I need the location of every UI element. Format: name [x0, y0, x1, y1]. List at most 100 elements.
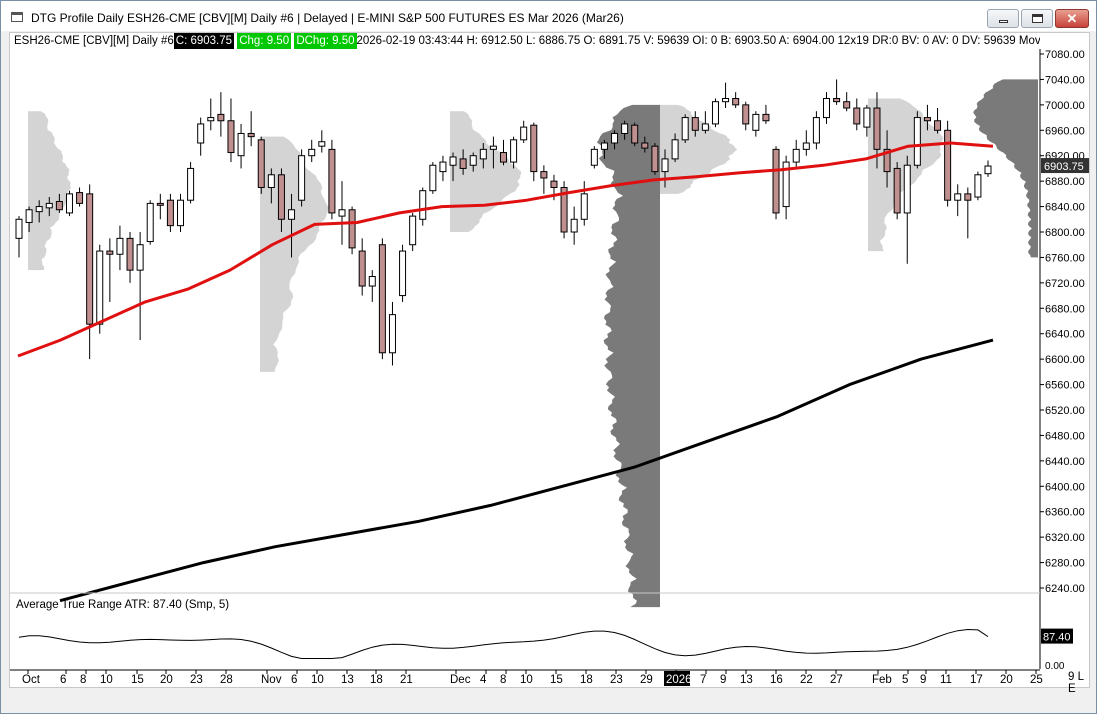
atr-value-tag: 87.40 [1043, 632, 1071, 644]
minimize-button[interactable] [987, 9, 1019, 28]
candle [177, 193, 184, 232]
candle [277, 168, 285, 232]
candle-body [621, 123, 629, 134]
candle-body [15, 218, 23, 239]
candle [217, 92, 225, 137]
price-tick-label: 6280.00 [1045, 558, 1085, 570]
date-label: 9 [720, 674, 726, 686]
atr-panel: 87.40 0.00 [10, 592, 1073, 672]
candle-body [964, 193, 972, 201]
candle [611, 130, 619, 150]
current-volume-profile [973, 79, 1038, 258]
date-axis[interactable]: Oct 6 8 10 15 20 23 28 Nov 6 10 13 18 21 Dec 4 8 10 15 18 23… [10, 669, 1043, 686]
candle [237, 123, 245, 169]
candle [711, 98, 719, 128]
candle [681, 114, 689, 143]
candle [288, 193, 296, 258]
maximize-button[interactable] [1021, 9, 1053, 28]
candle-body [590, 148, 598, 166]
candle-body [65, 193, 73, 214]
candle [520, 120, 528, 143]
candle [308, 139, 316, 163]
candle-body [893, 167, 901, 214]
candle-body [883, 148, 891, 173]
atr-label: Average True Range ATR: 87.40 (Smp, 5) [16, 599, 230, 611]
candle [76, 187, 84, 207]
candle [247, 111, 255, 147]
corner-label[interactable]: 9 L E [1068, 671, 1084, 695]
candle [500, 139, 507, 166]
candle [65, 190, 73, 217]
composite-volume-profile [596, 104, 660, 608]
candle-body [35, 206, 43, 213]
atr-tag-bg [1041, 628, 1073, 644]
candlesticks[interactable] [15, 79, 992, 366]
candle-body [146, 202, 154, 243]
candle [227, 98, 235, 163]
candle-body [257, 139, 265, 188]
price-tick-label: 6960.00 [1045, 125, 1085, 137]
candle [641, 136, 649, 153]
price-tick-label: 7080.00 [1045, 49, 1085, 61]
price-tick-label: 6240.00 [1045, 583, 1085, 595]
candle [419, 187, 427, 226]
candle [671, 133, 679, 163]
title-bar[interactable]: DTG Profile Daily ESH26-CME [CBV][M] Dai… [1, 1, 1096, 31]
price-chart[interactable]: 7080.007040.007000.006960.006920.006880.… [10, 33, 1091, 689]
candle [35, 200, 43, 223]
candle [368, 270, 376, 302]
candle-body [217, 113, 225, 122]
candle-body [298, 155, 306, 201]
candle-body [631, 124, 639, 144]
date-label: 25 [1030, 674, 1043, 686]
candle-body [116, 237, 124, 255]
price-axis[interactable]: 7080.007040.007000.006960.006920.006880.… [1039, 49, 1089, 669]
date-label: 15 [550, 674, 563, 686]
app-icon[interactable] [11, 12, 23, 22]
candle-body [308, 148, 316, 157]
candle-body [96, 250, 104, 325]
candle [843, 92, 851, 112]
candle-body [742, 104, 750, 125]
chart-area[interactable]: ESH26-CME [CBV][M] Daily #6 C: 6903.75 C… [9, 32, 1091, 695]
price-tick-label: 6360.00 [1045, 507, 1085, 519]
candle [449, 152, 457, 182]
moving-average-black [59, 338, 994, 603]
candle [146, 200, 154, 245]
candle-body [136, 244, 144, 271]
candle [378, 238, 386, 360]
candle-body [651, 145, 659, 173]
date-label: 10 [311, 674, 324, 686]
candle [944, 120, 952, 207]
candle-body [580, 193, 588, 220]
candle [863, 104, 871, 137]
date-label: 28 [220, 674, 233, 686]
candle-body [469, 155, 477, 166]
candle [792, 139, 800, 169]
date-label: 21 [400, 674, 413, 686]
candle [853, 98, 861, 131]
candle-body [86, 193, 94, 325]
candle-body [227, 120, 235, 154]
close-button[interactable]: ✕ [1055, 9, 1089, 28]
candle-body [863, 107, 871, 128]
candle [600, 139, 608, 159]
price-tick-label: 6880.00 [1045, 176, 1085, 188]
candle [489, 136, 497, 169]
date-label: Nov [261, 674, 282, 686]
candle [732, 92, 740, 109]
candle [399, 244, 407, 302]
candle-body [823, 98, 830, 119]
candle [187, 162, 195, 204]
candle [833, 79, 841, 105]
candle-body [833, 98, 841, 103]
candle [469, 152, 477, 172]
candle [964, 187, 972, 239]
date-label: 10 [520, 674, 533, 686]
candle-body [752, 113, 760, 131]
candle-body [106, 250, 114, 255]
date-label: 4 [480, 674, 487, 686]
volume-profile-dec [450, 111, 522, 232]
volume-profile-jan [660, 104, 737, 194]
